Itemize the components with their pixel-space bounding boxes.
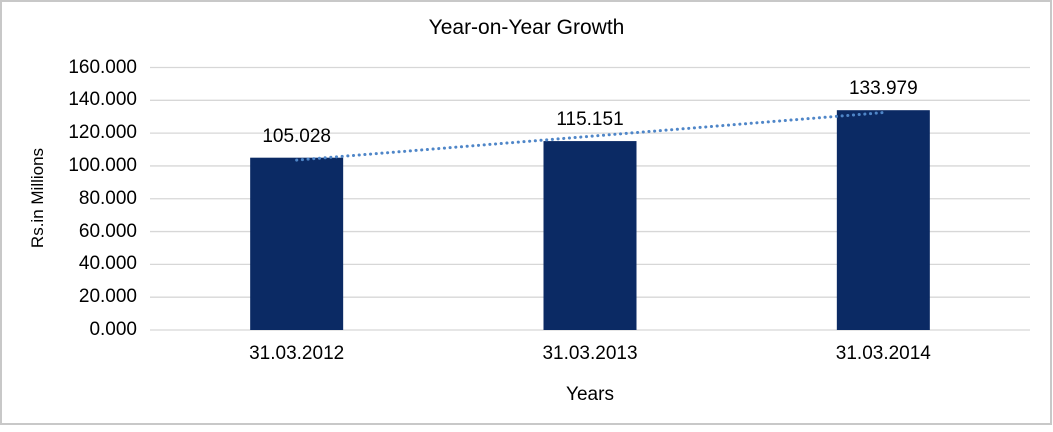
bar-series xyxy=(250,110,930,330)
bar-value-label: 105.028 xyxy=(262,125,331,147)
y-tick-label: 100.000 xyxy=(68,154,137,176)
y-tick-label: 20.000 xyxy=(78,286,137,308)
bar-value-label: 133.979 xyxy=(848,78,918,100)
x-tick-label: 31.03.2012 xyxy=(249,343,345,364)
chart-title: Year-on-Year Growth xyxy=(428,16,625,39)
y-tick-label: 0.000 xyxy=(89,319,137,340)
trendline xyxy=(295,111,885,162)
y-tick-label: 80.000 xyxy=(78,187,137,209)
y-tick-label: 160.000 xyxy=(68,56,137,78)
bar-31.03.2013 xyxy=(543,141,637,330)
trendline-path xyxy=(295,111,885,162)
y-tick-label: 60.000 xyxy=(78,220,137,242)
y-tick-label: 120.000 xyxy=(68,122,137,144)
y-tick-label: 40.000 xyxy=(78,253,137,275)
bar-31.03.2012 xyxy=(250,157,344,330)
bar-31.03.2014 xyxy=(836,110,930,330)
bar-value-label: 115.151 xyxy=(556,109,624,131)
y-tick-label: 140.000 xyxy=(68,89,137,111)
x-tick-label: 31.03.2014 xyxy=(835,343,931,364)
x-axis-title: Years xyxy=(566,384,614,405)
x-tick-label: 31.03.2013 xyxy=(542,343,638,364)
